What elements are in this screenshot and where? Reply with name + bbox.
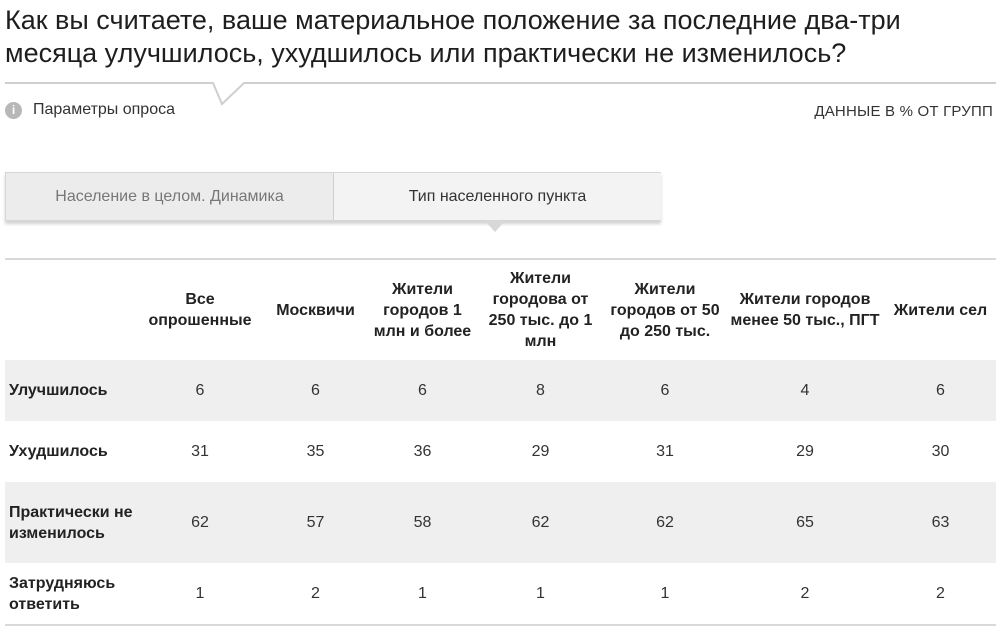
table-cell: 63 — [885, 482, 996, 563]
table-cell: 31 — [138, 421, 262, 482]
survey-params-link[interactable]: i Параметры опроса — [5, 101, 175, 119]
column-header: Жители городов от 50 до 250 тыс. — [610, 280, 720, 340]
table-cell: 1 — [138, 563, 262, 625]
tab-population-dynamics[interactable]: Население в целом. Динамика — [6, 173, 334, 220]
table-row: Практически не изменилось 62 57 58 62 62… — [5, 482, 996, 563]
results-table: Все опрошенные Москвичи Жители городов 1… — [5, 260, 996, 625]
table-cell: 35 — [262, 421, 369, 482]
survey-params-label: Параметры опроса — [33, 101, 175, 118]
table-cell: 8 — [476, 360, 605, 421]
table-bottom-rule — [5, 624, 996, 626]
table-cell: 62 — [138, 482, 262, 563]
table-cell: 2 — [262, 563, 369, 625]
table-cell: 30 — [885, 421, 996, 482]
table-cell: 6 — [369, 360, 476, 421]
column-header: Все опрошенные — [148, 291, 252, 329]
table-cell: 31 — [605, 421, 725, 482]
active-tab-pointer — [485, 221, 505, 232]
row-label: Затрудняюсь ответить — [5, 563, 138, 625]
table-cell: 6 — [885, 360, 996, 421]
page-title: Как вы считаете, ваше материальное полож… — [5, 5, 901, 68]
table-cell: 36 — [369, 421, 476, 482]
table-cell: 62 — [476, 482, 605, 563]
table-cell: 29 — [476, 421, 605, 482]
table-cell: 1 — [369, 563, 476, 625]
column-header: Жители городов 1 млн и более — [373, 280, 472, 340]
table-cell: 2 — [885, 563, 996, 625]
column-header-empty — [5, 260, 138, 360]
row-label: Ухудшилось — [5, 421, 138, 482]
table-row: Затрудняюсь ответить 1 2 1 1 1 2 2 — [5, 563, 996, 625]
units-label: ДАННЫЕ В % ОТ ГРУПП — [814, 103, 993, 120]
table-cell: 65 — [725, 482, 885, 563]
table-cell: 62 — [605, 482, 725, 563]
info-icon: i — [5, 101, 22, 119]
table-cell: 58 — [369, 482, 476, 563]
table-cell: 1 — [476, 563, 605, 625]
column-header: Жители сел — [893, 301, 988, 319]
row-label: Улучшилось — [5, 360, 138, 421]
table-header-row: Все опрошенные Москвичи Жители городов 1… — [5, 260, 996, 360]
table-cell: 4 — [725, 360, 885, 421]
column-header: Жители городова от 250 тыс. до 1 млн — [488, 270, 593, 350]
table-cell: 2 — [725, 563, 885, 625]
table-row: Ухудшилось 31 35 36 29 31 29 30 — [5, 421, 996, 482]
table-cell: 6 — [605, 360, 725, 421]
column-header: Москвичи — [276, 301, 355, 319]
tab-settlement-type[interactable]: Тип населенного пункта — [334, 173, 661, 220]
table-cell: 57 — [262, 482, 369, 563]
table-cell: 6 — [138, 360, 262, 421]
table-cell: 1 — [605, 563, 725, 625]
table-top-rule — [5, 258, 996, 260]
title-underline — [5, 82, 996, 106]
table-row: Улучшилось 6 6 6 8 6 4 6 — [5, 360, 996, 421]
row-label: Практически не изменилось — [5, 482, 138, 563]
tab-bar: Население в целом. Динамика Тип населенн… — [5, 172, 661, 221]
table-cell: 6 — [262, 360, 369, 421]
column-header: Жители городов менее 50 тыс., ПГТ — [730, 291, 880, 329]
table-cell: 29 — [725, 421, 885, 482]
